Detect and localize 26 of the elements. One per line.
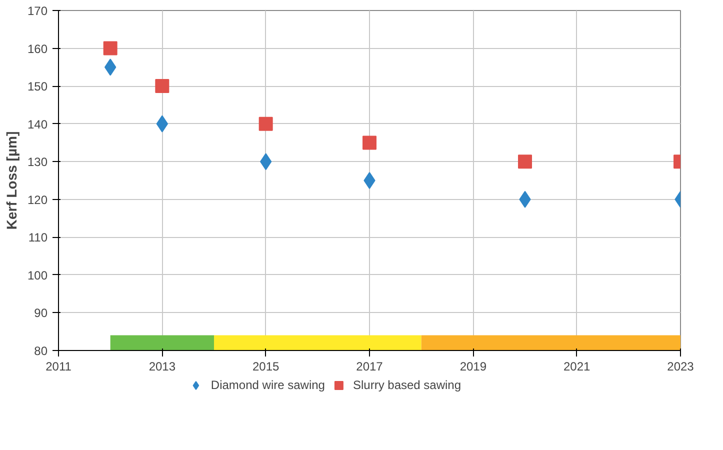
- x-tick-label: 2017: [356, 360, 384, 374]
- point: [258, 116, 273, 131]
- x-tick-label: 2015: [252, 360, 280, 374]
- y-tick-label: 140: [27, 117, 48, 132]
- x-tick-label: 2023: [667, 360, 694, 374]
- y-tick-label: 160: [27, 42, 48, 56]
- x-tick-label: 2019: [460, 360, 487, 374]
- point: [155, 79, 170, 94]
- y-tick-label: 120: [27, 192, 48, 207]
- point: [362, 136, 376, 150]
- y-tick-label: 80: [34, 344, 48, 358]
- x-tick-label: 2011: [46, 360, 72, 374]
- y-tick-label: 170: [27, 4, 48, 18]
- point: [518, 154, 532, 169]
- point: [103, 41, 118, 56]
- point: [364, 172, 376, 189]
- y-tick-label: 150: [27, 80, 48, 94]
- x-tick-label: 2013: [148, 360, 176, 374]
- y-axis-title: Kerf Loss [µm]: [3, 131, 20, 230]
- legend-label: Diamond wire sawing: [210, 378, 325, 392]
- y-tick-label: 130: [27, 155, 48, 170]
- y-tick-label: 110: [28, 230, 48, 245]
- x-tick-label: 2021: [563, 360, 591, 374]
- y-tick-label: 100: [27, 268, 48, 282]
- y-tick-label: 90: [34, 306, 48, 320]
- legend-label: Slurry based sawing: [352, 378, 462, 392]
